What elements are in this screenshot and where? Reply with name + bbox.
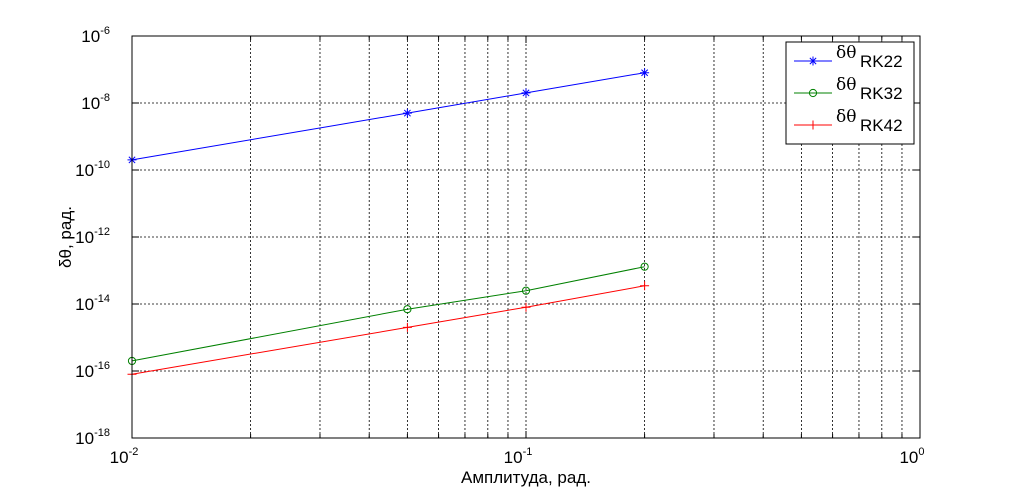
data-point (521, 286, 531, 295)
data-point (640, 262, 649, 271)
y-axis-label: δθ, рад. (56, 206, 75, 268)
y-tick-label: 10-16 (75, 360, 110, 381)
data-point (808, 120, 818, 130)
legend-entry-rk42: δθ RK42 (794, 107, 903, 135)
axis-ticks: 10-2 10-1 100 10-18 10-16 10-14 10-12 10-10 10-8… (75, 25, 924, 467)
data-point (640, 281, 650, 291)
data-point (808, 88, 818, 98)
legend-label: RK32 (860, 84, 903, 103)
legend-symbol: δθ (836, 43, 856, 63)
data-point (403, 305, 412, 314)
data-point (402, 108, 412, 118)
data-point (808, 56, 818, 66)
series-line (131, 266, 645, 362)
y-tick-label: 10-8 (81, 92, 110, 113)
x-tick-label: 100 (899, 446, 924, 467)
y-tick-label: 10-12 (75, 226, 110, 247)
legend-label: RK42 (860, 116, 903, 135)
y-tick-label: 10-10 (75, 159, 110, 180)
plot-series (127, 68, 650, 379)
legend-symbol: δθ (836, 75, 856, 95)
legend-entry-rk32: δθ RK32 (794, 75, 903, 103)
x-axis-label: Амплитуда, рад. (461, 468, 591, 487)
data-point (402, 322, 412, 332)
legend-entry-rk22: δθ RK22 (794, 43, 903, 71)
data-point (521, 88, 531, 98)
y-tick-label: 10-6 (81, 25, 110, 46)
y-tick-label: 10-18 (75, 427, 110, 448)
series-line (131, 72, 645, 161)
legend-symbol: δθ (836, 107, 856, 127)
x-tick-label: 10-2 (110, 446, 139, 467)
data-point (640, 68, 650, 78)
x-tick-label: 10-1 (504, 446, 533, 467)
y-tick-label: 10-14 (75, 293, 110, 314)
legend-label: RK22 (860, 52, 903, 71)
series-line (131, 285, 645, 375)
data-point (521, 302, 531, 312)
